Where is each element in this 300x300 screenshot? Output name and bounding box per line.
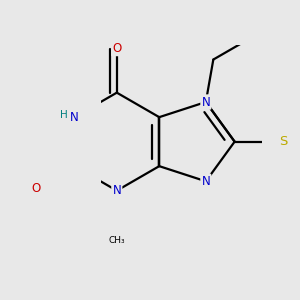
Text: N: N [112,184,121,197]
Text: N: N [202,175,210,188]
Text: N: N [202,95,210,109]
Text: S: S [279,135,288,148]
Text: H: H [59,110,67,120]
Text: CH₃: CH₃ [109,236,125,244]
Text: N: N [70,111,79,124]
Text: O: O [32,182,41,195]
Text: O: O [112,42,122,55]
